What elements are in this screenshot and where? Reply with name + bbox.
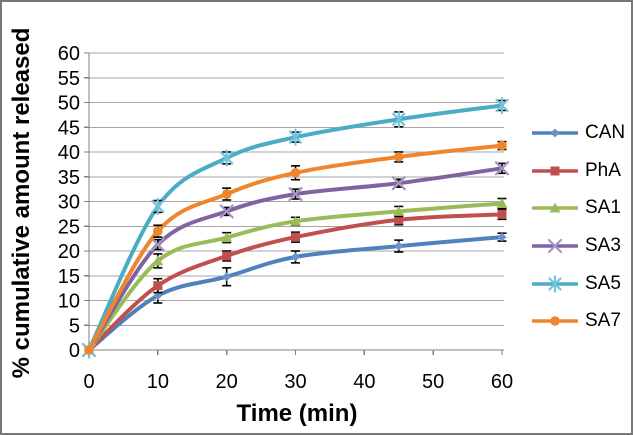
marker-sa3 — [494, 161, 510, 176]
marker-can — [222, 272, 232, 282]
y-tick-label: 40 — [58, 142, 80, 164]
y-tick-label: 50 — [58, 93, 80, 115]
marker-sa7 — [497, 140, 507, 151]
marker-sa7 — [393, 152, 404, 162]
legend-sample-pha — [532, 166, 578, 176]
legend-label: PhA — [585, 159, 621, 181]
marker-can — [394, 241, 404, 251]
marker-pha — [291, 232, 300, 242]
legend-sample-sa1 — [532, 202, 578, 213]
marker-sa1 — [496, 197, 508, 208]
legend-item-pha: PhA — [532, 152, 625, 190]
series-line-sa7 — [87, 143, 504, 352]
marker-sa7 — [84, 345, 94, 355]
marker-can — [291, 252, 300, 262]
marker-sa1 — [152, 255, 164, 266]
legend-sample-can — [532, 128, 578, 138]
marker-sa3 — [219, 204, 234, 219]
marker-sa1 — [393, 205, 405, 216]
y-tick-label: 10 — [58, 291, 80, 313]
legend-item-can: CAN — [532, 114, 625, 152]
x-axis-title: Time (min) — [236, 400, 358, 427]
y-tick-label: 45 — [58, 117, 80, 139]
marker-sa3 — [288, 186, 303, 202]
legend-label: SA7 — [585, 310, 621, 332]
marker-can — [497, 232, 507, 242]
legend-marker-can — [550, 128, 560, 138]
marker-sa5 — [288, 128, 303, 146]
x-tick-label: 20 — [216, 371, 238, 393]
x-tick-label: 50 — [422, 371, 444, 393]
series-can — [84, 232, 507, 355]
y-tick-label: 20 — [58, 241, 80, 263]
x-tick-label: 30 — [284, 371, 306, 393]
marker-pha — [497, 209, 507, 219]
series-pha — [84, 208, 507, 355]
marker-sa5 — [392, 110, 406, 128]
y-tick-label: 5 — [69, 315, 80, 337]
series-line-pha — [87, 212, 504, 352]
y-tick-label: 25 — [58, 216, 80, 238]
marker-pha — [222, 251, 232, 261]
marker-sa7 — [153, 226, 163, 236]
marker-sa3 — [150, 237, 165, 252]
marker-pha — [153, 281, 163, 291]
legend-label: CAN — [585, 121, 626, 143]
legend-item-sa5: SA5 — [532, 265, 625, 303]
series-line-sa5 — [87, 103, 504, 352]
legend-item-sa7: SA7 — [532, 302, 625, 340]
legend-marker-sa1 — [549, 202, 561, 213]
legend-label: SA5 — [585, 272, 621, 294]
marker-sa7 — [290, 167, 301, 178]
legend-item-sa3: SA3 — [532, 227, 625, 265]
marker-sa1 — [221, 232, 233, 243]
legend-label: SA3 — [585, 234, 621, 256]
legend-sample-sa7 — [532, 316, 578, 327]
x-tick-label: 10 — [147, 371, 169, 393]
legend-label: SA1 — [585, 197, 621, 219]
x-tick-label: 0 — [83, 371, 94, 393]
y-tick-label: 15 — [58, 266, 80, 288]
legend-marker-sa3 — [547, 238, 563, 254]
series-sa7 — [84, 140, 507, 355]
marker-sa1 — [290, 215, 301, 226]
marker-sa5 — [495, 96, 509, 115]
y-tick-label: 0 — [69, 340, 80, 362]
series-line-sa1 — [87, 201, 504, 352]
marker-pha — [394, 215, 404, 225]
legend: CAN PhA SA1 SA3 SA5 SA7 — [532, 114, 625, 340]
x-tick-label: 40 — [353, 371, 375, 393]
series-sa5 — [82, 96, 509, 359]
y-axis-title: % cumulative amount released — [8, 27, 35, 379]
y-tick-label: 30 — [58, 192, 80, 214]
legend-sample-sa3 — [532, 238, 578, 254]
y-tick-label: 60 — [58, 43, 80, 65]
marker-sa5 — [151, 197, 165, 216]
legend-marker-pha — [550, 166, 560, 176]
series-line-sa3 — [87, 166, 504, 352]
marker-sa5 — [220, 149, 234, 167]
legend-sample-sa5 — [532, 274, 578, 293]
y-tick-label: 35 — [58, 167, 80, 189]
marker-sa7 — [221, 189, 232, 199]
legend-marker-sa7 — [550, 316, 560, 327]
legend-marker-sa5 — [548, 274, 562, 293]
series-line-can — [87, 235, 504, 352]
y-tick-label: 55 — [58, 68, 80, 90]
marker-sa3 — [391, 176, 406, 191]
x-tick-label: 60 — [491, 371, 513, 393]
legend-item-sa1: SA1 — [532, 189, 625, 227]
